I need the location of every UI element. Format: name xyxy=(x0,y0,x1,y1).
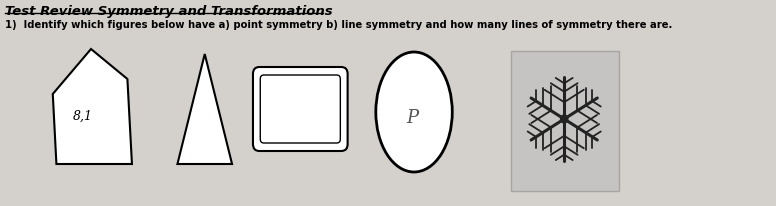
Text: Test Review Symmetry and Transformations: Test Review Symmetry and Transformations xyxy=(5,5,332,18)
FancyBboxPatch shape xyxy=(260,76,341,143)
Text: P: P xyxy=(406,109,418,126)
Text: 1)  Identify which figures below have a) point symmetry b) line symmetry and how: 1) Identify which figures below have a) … xyxy=(5,20,672,30)
Ellipse shape xyxy=(376,53,452,172)
FancyBboxPatch shape xyxy=(253,68,348,151)
Polygon shape xyxy=(178,55,232,164)
Bar xyxy=(511,52,618,191)
Polygon shape xyxy=(53,50,132,164)
Circle shape xyxy=(560,115,568,123)
Text: 8,1: 8,1 xyxy=(73,109,93,122)
